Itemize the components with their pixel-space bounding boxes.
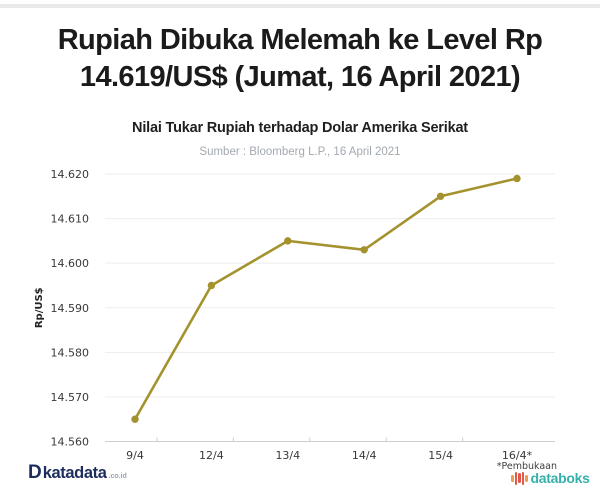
x-tick-label: 14/4: [352, 449, 377, 462]
chart-title: Rupiah Dibuka Melemah ke Level Rp 14.619/…: [0, 22, 600, 96]
y-tick-label: 14.580: [51, 346, 90, 359]
databoks-bar: [518, 473, 521, 483]
data-point-13-4: [284, 237, 292, 245]
chart-subtitle: Nilai Tukar Rupiah terhadap Dolar Amerik…: [132, 120, 468, 136]
y-axis-title: Rp/US$: [34, 287, 45, 328]
databoks-bar: [525, 474, 528, 482]
chart-source: Sumber : Bloomberg L.P., 16 April 2021: [199, 146, 401, 158]
data-point-15-4: [436, 192, 445, 200]
x-tick-label: 16/4*: [502, 449, 533, 462]
databoks-bar: [514, 471, 517, 485]
x-tick-label: 12/4: [199, 449, 224, 462]
chart-title-line-1: Rupiah Dibuka Melemah ke Level Rp: [57, 24, 543, 56]
exchange-rate-line-chart: 14.560 14.570 14.580 14.590 14.600 14.610 14.6…: [34, 168, 557, 472]
x-tick-label: 9/4: [126, 449, 144, 462]
top-accent-bar: [0, 4, 600, 8]
y-tick-label: 14.590: [51, 302, 90, 315]
databoks-bar: [521, 471, 524, 485]
line-chart: 14.560 14.570 14.580 14.590 14.600 14.610 14.6…: [0, 163, 600, 472]
katadata-logo-text: katadata: [42, 464, 107, 482]
y-tick-label: 14.570: [51, 391, 90, 404]
databoks-logo: databoks: [511, 470, 590, 486]
y-tick-label: 14.560: [51, 436, 90, 449]
y-tick-label: 14.610: [51, 213, 90, 226]
data-point-9-4: [131, 415, 139, 423]
katadata-d-icon: D: [28, 462, 42, 483]
databoks-bars-icon: [511, 471, 529, 486]
footnote-pembukaan: *Pembukaan: [497, 461, 557, 472]
data-line: [133, 177, 519, 421]
chart-title-line-2: 14.619/US$ (Jumat, 16 April 2021): [79, 61, 521, 93]
databoks-bar: [511, 474, 514, 482]
x-tick-label: 13/4: [275, 449, 300, 462]
data-point-14-4: [360, 246, 368, 254]
databoks-logo-text: databoks: [530, 470, 590, 486]
data-point-16-4: [513, 174, 521, 183]
x-tick-label: 15/4: [428, 449, 453, 462]
y-tick-label: 14.620: [51, 168, 90, 181]
y-tick-label: 14.600: [51, 257, 90, 270]
data-point-12-4: [207, 281, 216, 290]
katadata-tld-text: .co.id: [108, 473, 127, 480]
